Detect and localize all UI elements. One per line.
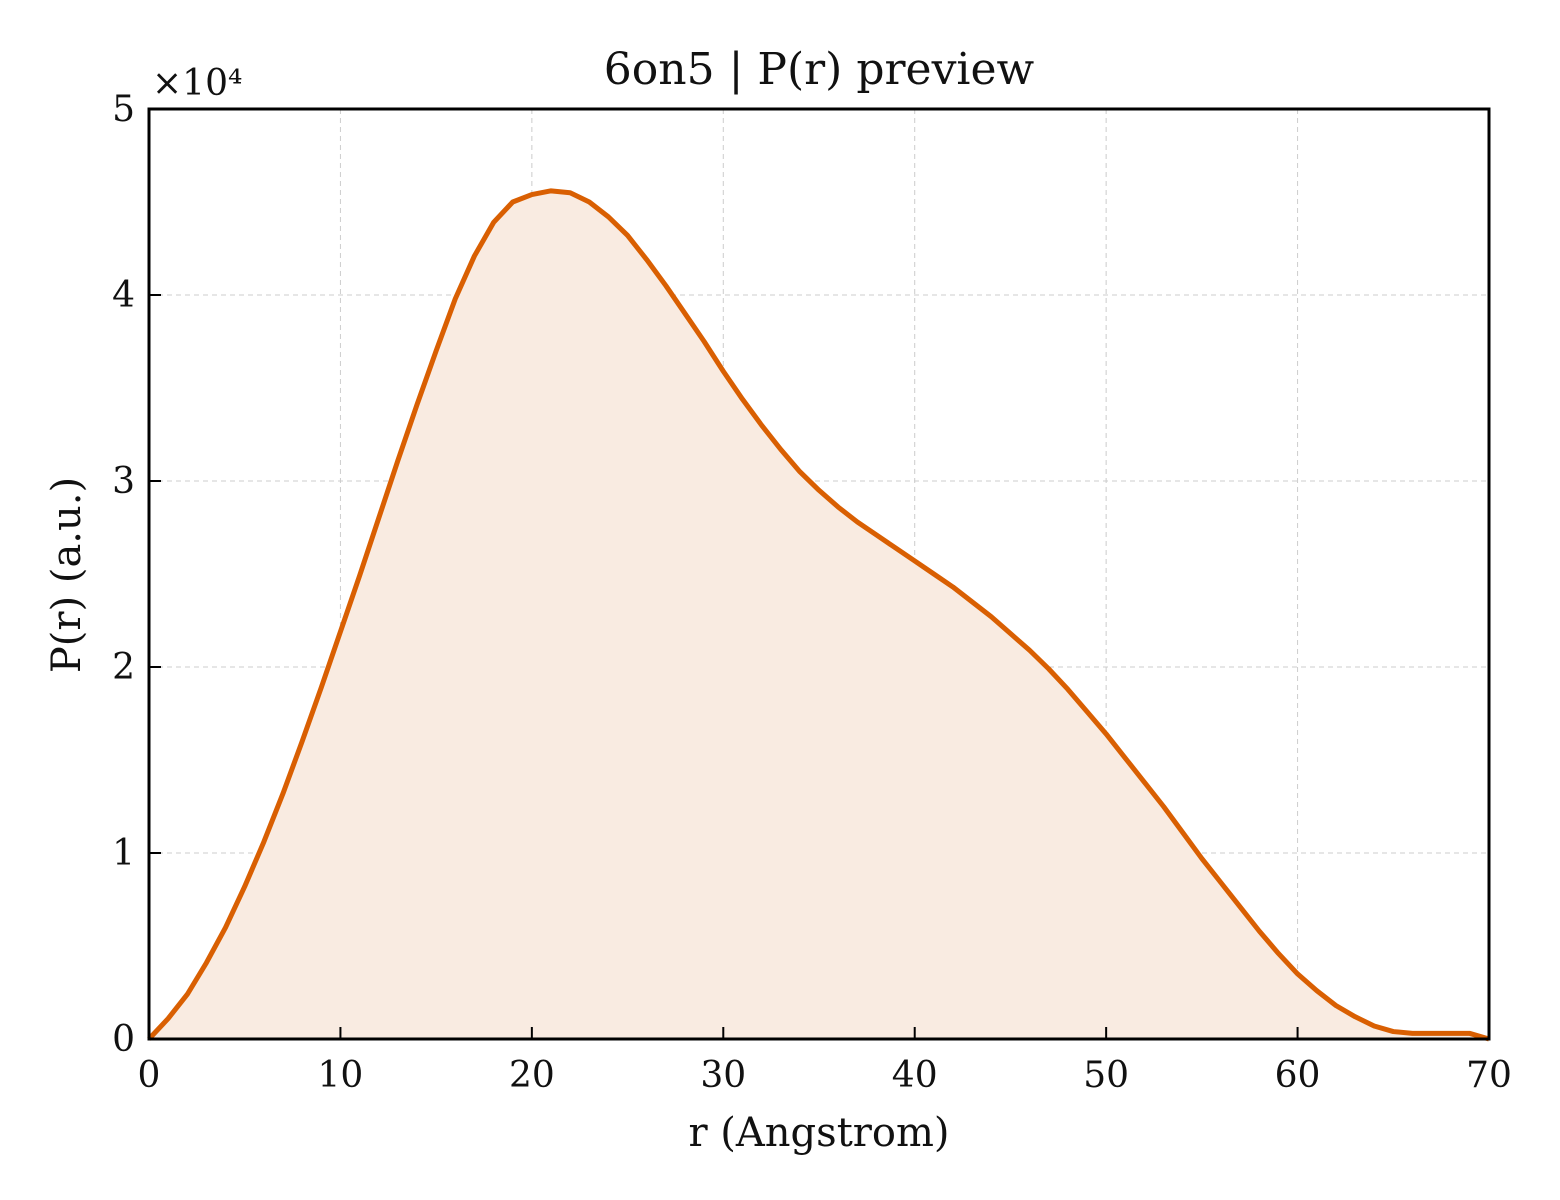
x-tick-label-4: 40: [892, 1055, 938, 1096]
x-tick-label-6: 60: [1275, 1055, 1321, 1096]
x-tick-label-2: 20: [509, 1055, 555, 1096]
y-multiplier-label: ×10⁴: [152, 63, 242, 104]
y-tick-label-2: 2: [112, 647, 135, 688]
y-tick-label-5: 5: [112, 89, 135, 130]
x-tick-label-1: 10: [318, 1055, 364, 1096]
pr-curve: [147, 188, 1490, 1042]
x-tick-label-3: 30: [700, 1055, 746, 1096]
x-tick-label-5: 50: [1083, 1055, 1129, 1096]
plot-frame: [147, 107, 1491, 1041]
ticks: [148, 108, 1490, 1040]
y-tick-label-3: 3: [112, 461, 135, 502]
x-tick-label-0: 0: [138, 1055, 161, 1096]
x-tick-label-7: 70: [1466, 1055, 1512, 1096]
y-tick-label-4: 4: [112, 275, 135, 316]
x-tick-labels: 0 10 20 30 40 50 60 70: [138, 1055, 1512, 1096]
y-tick-label-1: 1: [112, 833, 135, 874]
area-fill: [149, 190, 1489, 1040]
y-tick-label-0: 0: [112, 1019, 135, 1060]
chart-title: 6on5 | P(r) preview: [604, 44, 1035, 95]
y-axis-label: P(r) (a.u.): [44, 477, 90, 673]
y-tick-labels: 0 1 2 3 4 5: [112, 89, 135, 1060]
x-axis-label: r (Angstrom): [688, 1110, 949, 1156]
